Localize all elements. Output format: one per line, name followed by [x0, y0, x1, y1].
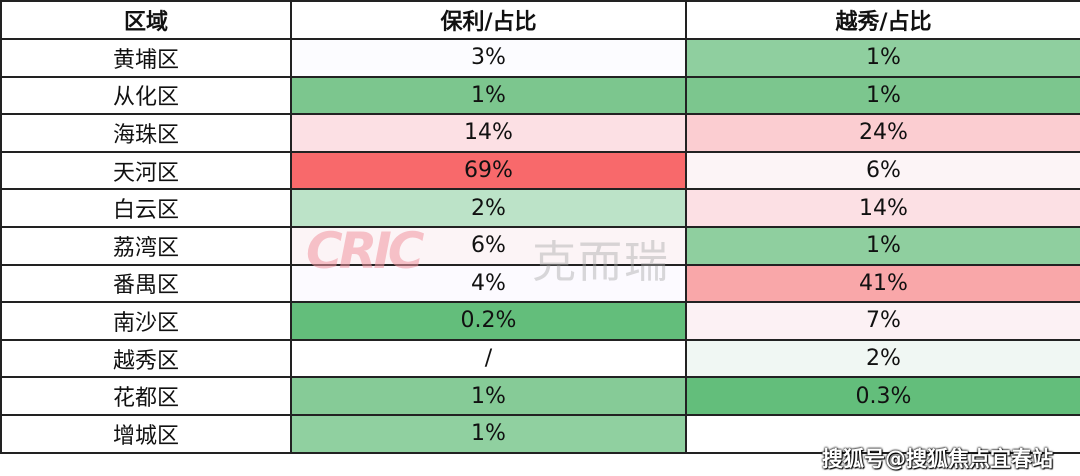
table-row: 海珠区 14% 24%	[0, 113, 1080, 153]
poly-share-cell: 4%	[290, 263, 687, 304]
poly-share-cell: 1%	[290, 413, 687, 454]
region-cell: 荔湾区	[0, 225, 292, 266]
header-row: 区域 保利/占比 越秀/占比	[0, 0, 1080, 40]
poly-share-cell: 3%	[290, 38, 687, 78]
header-poly: 保利/占比	[290, 0, 687, 40]
poly-share-cell: 14%	[290, 113, 687, 153]
header-yuexiu: 越秀/占比	[685, 0, 1080, 40]
header-region: 区域	[0, 0, 292, 40]
poly-share-cell: 0.2%	[290, 301, 687, 341]
table-row: 番禺区 4% 41%	[0, 263, 1080, 304]
region-cell: 从化区	[0, 75, 292, 116]
table-row: 从化区 1% 1%	[0, 75, 1080, 116]
table-row: 南沙区 0.2% 7%	[0, 301, 1080, 341]
poly-share-cell: 2%	[290, 188, 687, 228]
poly-share-cell: 69%	[290, 150, 687, 191]
yuexiu-share-cell: 2%	[685, 338, 1080, 379]
table-row: 花都区 1% 0.3%	[0, 376, 1080, 416]
yuexiu-share-cell: 41%	[685, 263, 1080, 304]
region-cell: 白云区	[0, 188, 292, 228]
table-row: 荔湾区 6% 1%	[0, 225, 1080, 266]
region-cell: 南沙区	[0, 301, 292, 341]
yuexiu-share-cell: 1%	[685, 75, 1080, 116]
region-cell: 越秀区	[0, 338, 292, 379]
yuexiu-share-cell: 1%	[685, 38, 1080, 78]
table-row: 增城区 1%	[0, 413, 1080, 454]
yuexiu-share-cell: 6%	[685, 150, 1080, 191]
region-cell: 番禺区	[0, 263, 292, 304]
district-share-table: 区域 保利/占比 越秀/占比 黄埔区 3% 1% 从化区 1% 1% 海珠区 14% 24% 天河…	[0, 0, 1080, 454]
region-cell: 增城区	[0, 413, 292, 454]
yuexiu-share-cell: 1%	[685, 225, 1080, 266]
poly-share-cell: /	[290, 338, 687, 379]
poly-share-cell: 6%	[290, 225, 687, 266]
yuexiu-share-cell: 0.3%	[685, 376, 1080, 416]
yuexiu-share-cell: 24%	[685, 113, 1080, 153]
region-cell: 天河区	[0, 150, 292, 191]
table-row: 白云区 2% 14%	[0, 188, 1080, 228]
table-row: 黄埔区 3% 1%	[0, 38, 1080, 78]
table-row: 越秀区/2%	[0, 338, 1080, 379]
poly-share-cell: 1%	[290, 75, 687, 116]
region-cell: 花都区	[0, 376, 292, 416]
table-row: 天河区 69% 6%	[0, 150, 1080, 191]
yuexiu-share-cell: 14%	[685, 188, 1080, 228]
region-cell: 海珠区	[0, 113, 292, 153]
region-cell: 黄埔区	[0, 38, 292, 78]
yuexiu-share-cell	[685, 413, 1080, 454]
yuexiu-share-cell: 7%	[685, 301, 1080, 341]
poly-share-cell: 1%	[290, 376, 687, 416]
